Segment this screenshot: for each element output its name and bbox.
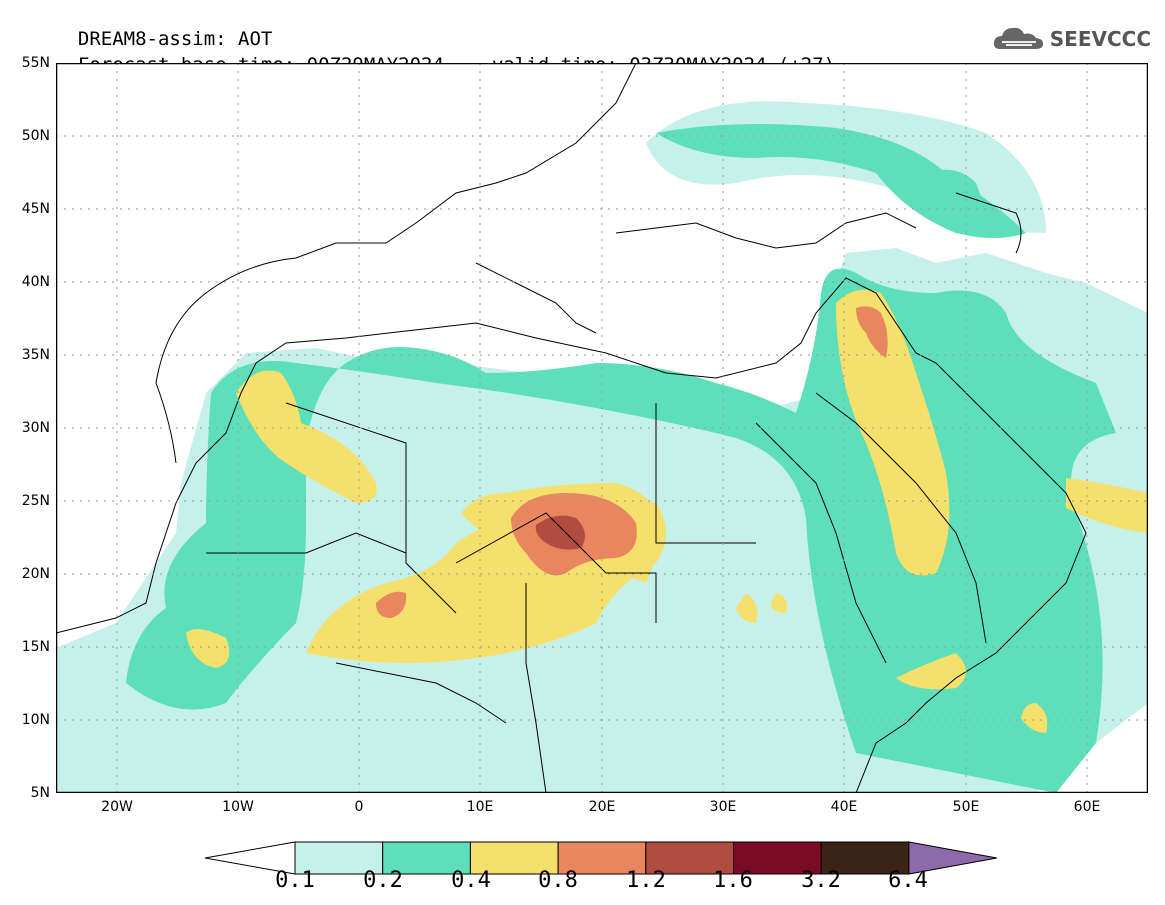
cloud-logo-icon [993, 27, 1043, 49]
colorbar-high-arrow [908, 841, 997, 875]
lon-label: 20E [588, 799, 616, 815]
lat-label: 45N [21, 201, 50, 217]
colorbar-label: 1.6 [713, 868, 753, 893]
aot-map [56, 63, 1148, 793]
lon-label: 10E [466, 799, 494, 815]
lon-label: 60E [1073, 799, 1101, 815]
colorbar-swatch [469, 841, 559, 875]
lat-label: 50N [21, 128, 50, 144]
lon-label: 10W [222, 799, 254, 815]
lat-label: 30N [21, 420, 50, 436]
colorbar-swatch [820, 841, 910, 875]
logo-text: SEEVCCC [1049, 27, 1151, 51]
lat-label: 55N [21, 55, 50, 71]
lon-label: 30E [709, 799, 737, 815]
model-variable-label: DREAM8-assim: AOT [77, 28, 273, 50]
coastlines [56, 63, 1087, 793]
colorbar-label: 6.4 [888, 868, 928, 893]
colorbar-swatches [294, 841, 997, 875]
lon-label: 40E [830, 799, 858, 815]
seevccc-logo: SEEVCCC [992, 22, 1151, 56]
lat-label: 15N [21, 639, 50, 655]
aot-band-1.2 [535, 515, 585, 550]
colorbar-swatch [382, 841, 471, 875]
lat-label: 10N [21, 712, 50, 728]
lon-label: 20W [101, 799, 133, 815]
colorbar-swatch [294, 841, 384, 875]
colorbar-label: 0.8 [538, 868, 578, 893]
lon-label: 0 [354, 799, 364, 815]
lat-label: 35N [21, 347, 50, 363]
colorbar-swatch [645, 841, 734, 875]
colorbar-label: 0.1 [275, 868, 315, 893]
colorbar-label: 1.2 [626, 868, 666, 893]
lat-label: 20N [21, 566, 50, 582]
lat-label: 40N [21, 274, 50, 290]
colorbar-label: 0.2 [363, 868, 403, 893]
aot-colorbar [205, 841, 997, 875]
lon-label: 50E [952, 799, 980, 815]
aot-contours [56, 101, 1148, 793]
map-title: DREAM8-assim: AOT [55, 6, 272, 50]
lat-label: 5N [30, 785, 50, 801]
lat-label: 25N [21, 493, 50, 509]
map-border [56, 63, 1148, 793]
graticule [56, 63, 1148, 793]
colorbar-swatch [557, 841, 647, 875]
colorbar-label: 3.2 [801, 868, 841, 893]
colorbar-label: 0.4 [451, 868, 491, 893]
